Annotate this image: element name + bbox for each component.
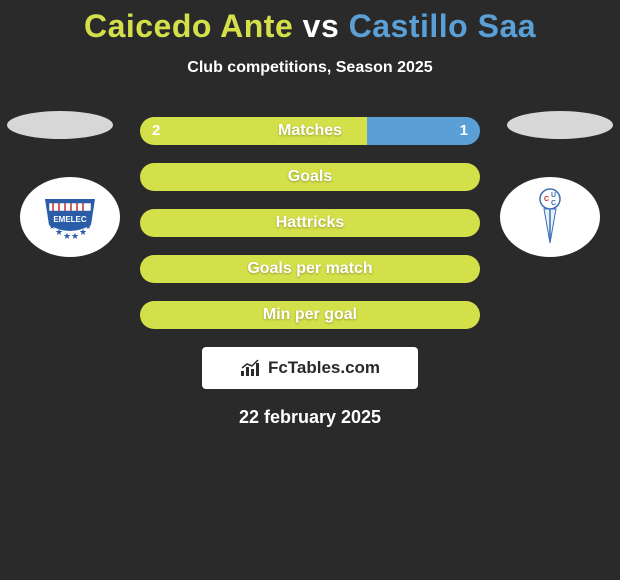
svg-text:★: ★	[55, 227, 63, 237]
left-ellipse	[7, 111, 113, 139]
svg-text:C: C	[551, 200, 556, 207]
svg-text:★: ★	[49, 223, 55, 231]
subtitle: Club competitions, Season 2025	[0, 59, 620, 77]
uc-logo-icon: C U C	[500, 177, 600, 257]
player1-name: Caicedo Ante	[84, 8, 293, 44]
stat-label: Matches	[140, 117, 480, 145]
svg-text:★: ★	[85, 223, 91, 231]
stat-label: Hattricks	[140, 209, 480, 237]
stat-label: Goals per match	[140, 255, 480, 283]
comparison-title: Caicedo Ante vs Castillo Saa	[0, 8, 620, 45]
stat-bar: Min per goal	[140, 301, 480, 329]
svg-text:C: C	[544, 196, 549, 203]
emelec-logo-icon: EMELEC ★ ★ ★ ★ ★ ★	[20, 177, 120, 257]
stat-label: Goals	[140, 163, 480, 191]
stat-bars: Matches2 1 Goals Hattricks Goals per match Mi…	[140, 117, 480, 329]
stat-value-right: 1	[460, 117, 468, 145]
stat-bar: Goals per match	[140, 255, 480, 283]
chart-icon	[240, 359, 262, 377]
left-team-logo: EMELEC ★ ★ ★ ★ ★ ★	[20, 177, 120, 257]
branding-text: FcTables.com	[268, 358, 380, 378]
stat-bar: Hattricks	[140, 209, 480, 237]
svg-text:★: ★	[63, 231, 71, 241]
right-team-logo: C U C	[500, 177, 600, 257]
svg-text:★: ★	[71, 231, 79, 241]
stat-label: Min per goal	[140, 301, 480, 329]
vs-text: vs	[303, 8, 340, 44]
svg-text:U: U	[551, 192, 556, 199]
player2-name: Castillo Saa	[349, 8, 536, 44]
svg-text:EMELEC: EMELEC	[53, 215, 87, 224]
stats-area: EMELEC ★ ★ ★ ★ ★ ★ C U C	[0, 117, 620, 329]
branding-badge: FcTables.com	[202, 347, 418, 389]
infographic-container: Caicedo Ante vs Castillo Saa Club compet…	[0, 0, 620, 428]
stat-bar: Goals	[140, 163, 480, 191]
right-ellipse	[507, 111, 613, 139]
stat-value-left: 2	[152, 117, 160, 145]
date-text: 22 february 2025	[0, 407, 620, 428]
stat-bar: Matches2 1	[140, 117, 480, 145]
